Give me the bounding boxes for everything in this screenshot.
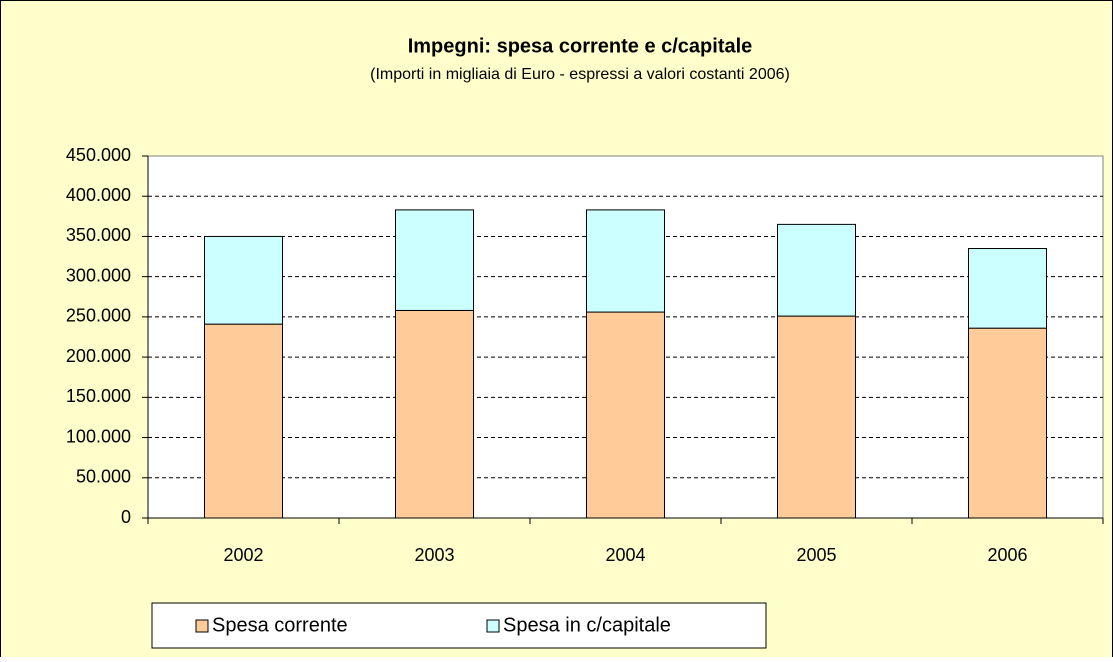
y-tick-label: 0 — [121, 507, 131, 527]
chart-title: Impegni: spesa corrente e c/capitale — [408, 35, 753, 57]
legend — [151, 602, 767, 649]
legend-swatch — [486, 619, 500, 633]
y-tick-label: 400.000 — [66, 185, 131, 205]
bar-segment — [395, 209, 474, 311]
bar-segment — [968, 327, 1047, 519]
y-tick-label: 200.000 — [66, 346, 131, 366]
bar-segment — [586, 209, 665, 313]
x-tick-label: 2002 — [223, 545, 263, 565]
legend-label: Spesa in c/capitale — [503, 614, 671, 636]
chart-subtitle: (Importi in migliaia di Euro - espressi … — [370, 66, 790, 83]
y-tick-label: 250.000 — [66, 306, 131, 326]
bar-segment — [777, 223, 856, 317]
bar-segment — [395, 309, 474, 519]
bar-segment — [204, 235, 283, 325]
y-tick-label: 100.000 — [66, 426, 131, 446]
bar-segment — [586, 311, 665, 519]
x-tick-label: 2006 — [987, 545, 1027, 565]
x-tick-label: 2003 — [414, 545, 454, 565]
bar-segment — [777, 315, 856, 519]
y-tick-label: 450.000 — [66, 145, 131, 165]
x-tick-label: 2004 — [605, 545, 645, 565]
y-tick-label: 350.000 — [66, 225, 131, 245]
y-tick-label: 150.000 — [66, 386, 131, 406]
y-tick-label: 50.000 — [76, 467, 131, 487]
y-tick-label: 300.000 — [66, 265, 131, 285]
x-tick-label: 2005 — [796, 545, 836, 565]
legend-label: Spesa corrente — [212, 614, 348, 636]
bar-segment — [968, 248, 1047, 329]
legend-swatch — [195, 619, 209, 633]
bar-segment — [204, 323, 283, 519]
